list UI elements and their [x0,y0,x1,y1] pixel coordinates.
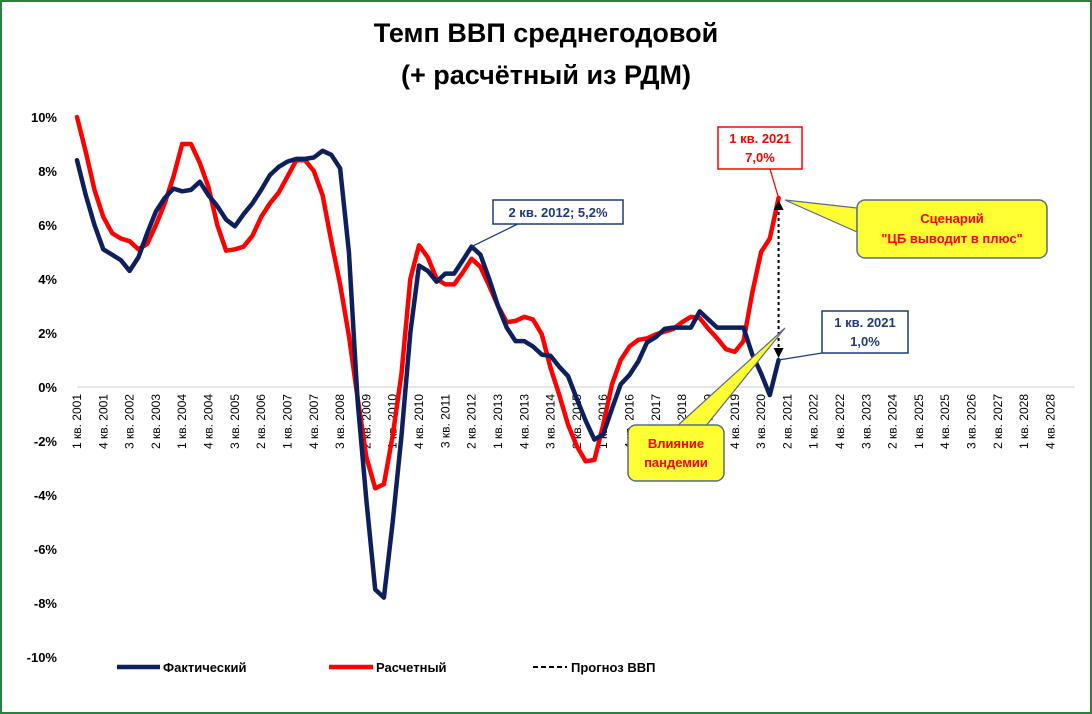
x-tick-label: 4 кв. 2004 [202,394,216,449]
chart-title: Темп ВВП среднегодовой [373,18,719,48]
legend-label: Расчетный [376,660,447,675]
x-tick-label: 4 кв. 2028 [1043,394,1057,449]
callout-box-peak-2012 [492,199,624,225]
callout-pandemic-text: пандемии [644,455,708,470]
x-tick-label: 1 кв. 2001 [70,394,84,449]
callout-scenario-title: Сценарий [920,211,984,226]
y-tick-label: -10% [27,650,58,665]
y-tick-label: 0% [38,380,57,395]
callout-pandemic-title: Влияние [648,436,704,451]
x-tick-label: 4 кв. 2022 [833,394,847,449]
x-tick-label: 2 кв. 2021 [780,394,794,449]
y-tick-label: -6% [34,542,58,557]
x-tick-label: 3 кв. 2020 [754,394,768,449]
x-tick-label: 3 кв. 2023 [859,394,873,449]
x-tick-label: 1 кв. 2004 [175,394,189,449]
x-tick-label: 3 кв. 2008 [333,394,347,449]
callout-box-actual-2021 [821,310,909,354]
x-tick-label: 3 кв. 2014 [544,394,558,449]
x-tick-label: 4 кв. 2007 [307,394,321,449]
callout-calculated-2021-label: 1 кв. 2021 [729,131,790,146]
x-tick-label: 4 кв. 2019 [728,394,742,449]
x-tick-label: 2 кв. 2027 [991,394,1005,449]
legend-label: Фактический [163,660,247,675]
x-tick-label: 3 кв. 2002 [123,394,137,449]
callout-peak-2012: 2 кв. 2012; 5,2% [508,205,607,220]
x-tick-label: 4 кв. 2025 [938,394,952,449]
x-tick-label: 4 кв. 2001 [96,394,110,449]
callout-pointer [784,199,858,233]
legend-label: Прогноз ВВП [571,660,655,675]
callout-box-scenario [856,199,1048,259]
y-tick-label: -4% [34,488,58,503]
x-tick-label: 4 кв. 2010 [412,394,426,449]
callout-scenario-text: "ЦБ выводит в плюс" [881,231,1023,246]
x-tick-label: 2 кв. 2006 [254,394,268,449]
x-tick-label: 2 кв. 2012 [465,394,479,449]
x-tick-label: 1 кв. 2022 [807,394,821,449]
x-tick-label: 4 кв. 2013 [517,394,531,449]
x-tick-label: 2 кв. 2024 [886,394,900,449]
x-tick-label: 1 кв. 2013 [491,394,505,449]
x-tick-label: 3 кв. 2011 [438,394,452,448]
x-tick-label: 1 кв. 2025 [912,394,926,449]
y-tick-label: 8% [38,164,57,179]
series-line-actual [74,148,781,600]
callout-box-pandemic [627,424,725,482]
x-tick-label: 2 кв. 2003 [149,394,163,449]
y-tick-label: 4% [38,272,57,287]
y-tick-label: -2% [34,434,58,449]
callout-leader [769,168,780,199]
y-tick-label: 2% [38,326,57,341]
y-tick-label: 10% [31,110,57,125]
x-tick-label: 3 кв. 2005 [228,394,242,449]
y-tick-label: -8% [34,596,58,611]
x-tick-label: 1 кв. 2007 [280,394,294,449]
chart-subtitle: (+ расчётный из РДМ) [400,60,691,90]
callout-calculated-2021-value: 7,0% [745,150,775,165]
callout-actual-2021-value: 1,0% [850,334,880,349]
callout-actual-2021-label: 1 кв. 2021 [834,315,895,330]
callout-leader [778,352,823,361]
arrow-down-icon [773,348,784,358]
x-tick-label: 3 кв. 2026 [965,394,979,449]
callout-box-calculated-2021 [717,126,803,170]
y-tick-label: 6% [38,218,57,233]
arrow-up-icon [773,200,784,210]
x-tick-label: 1 кв. 2028 [1017,394,1031,449]
